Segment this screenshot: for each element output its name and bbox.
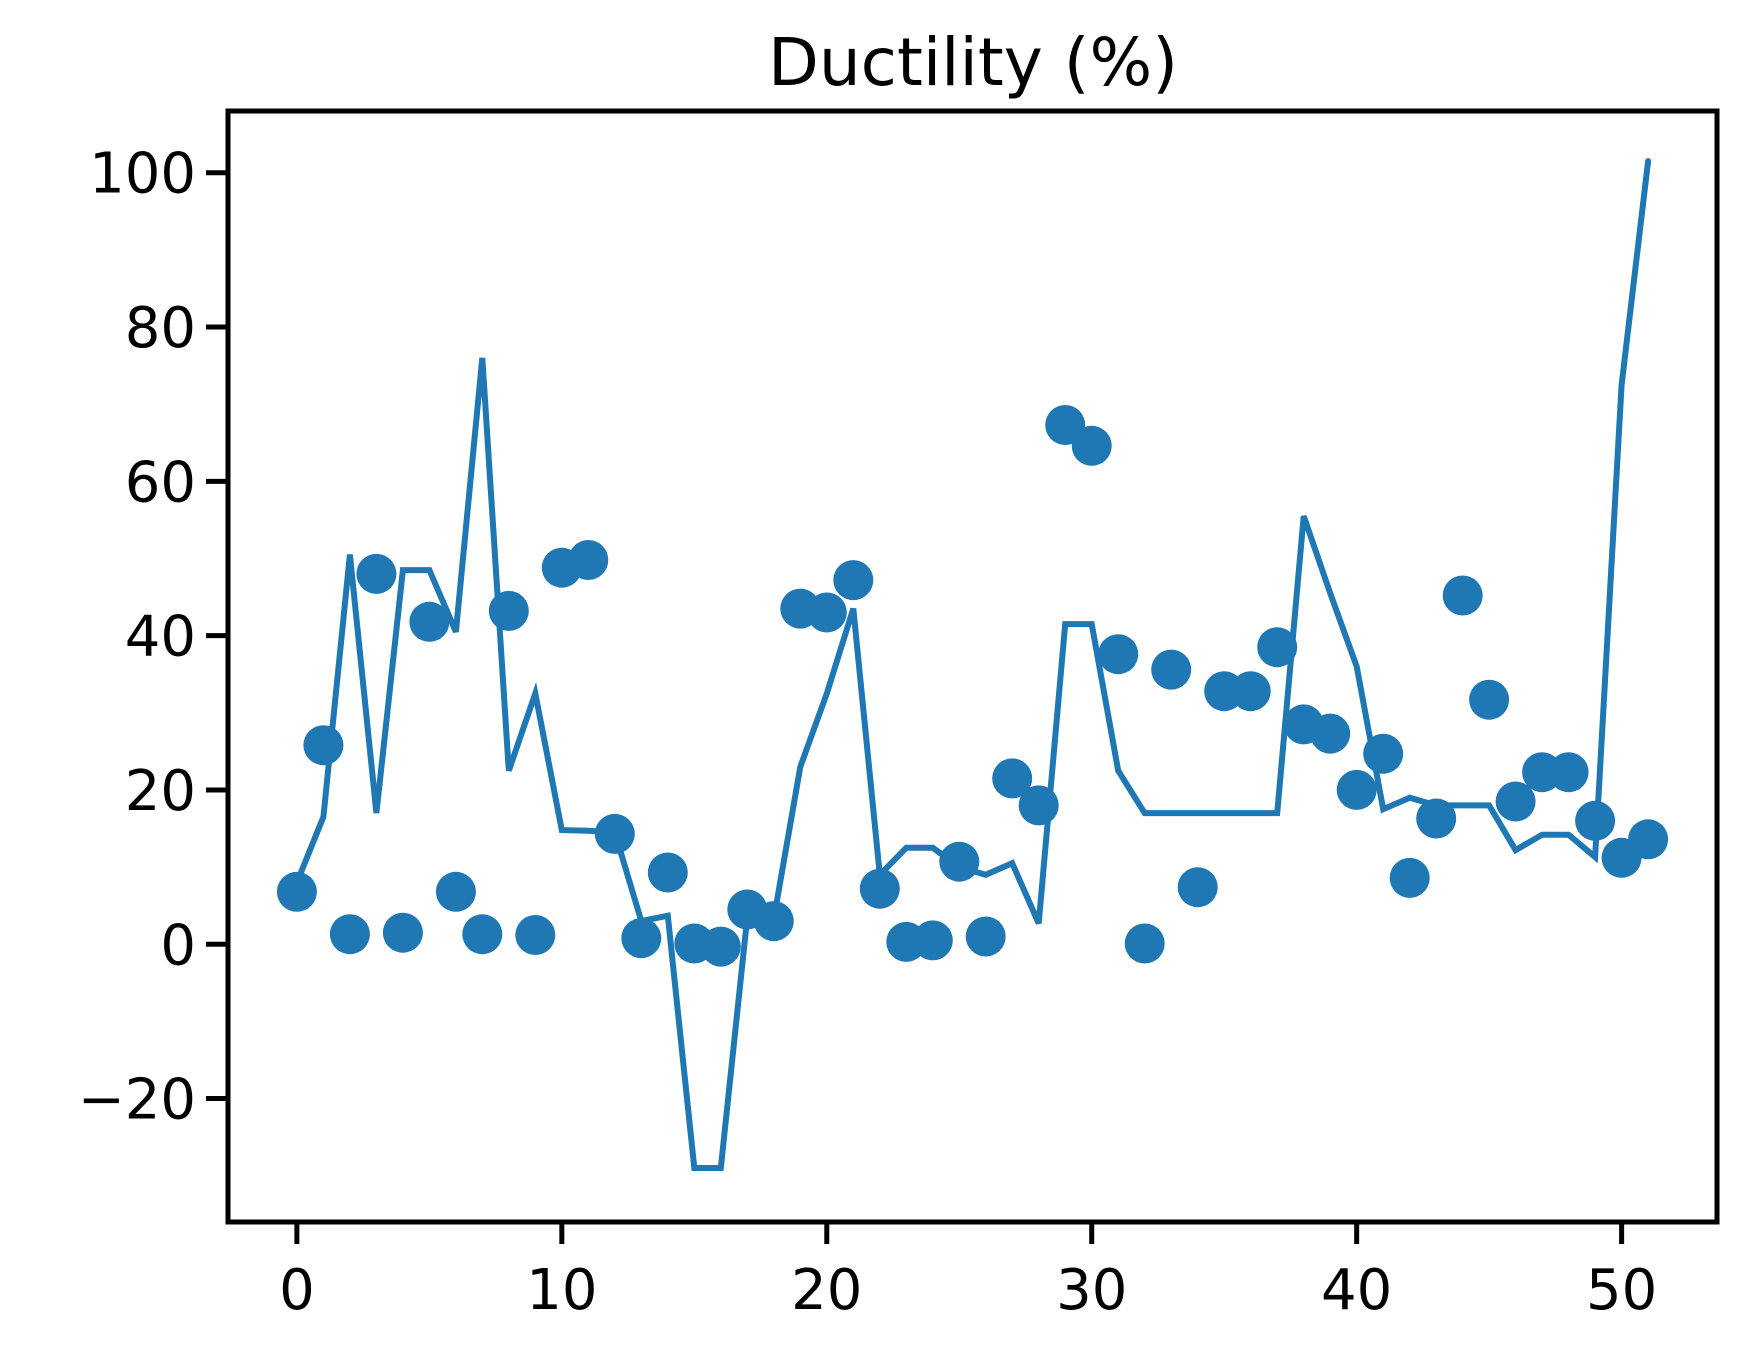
scatter-point <box>1416 798 1457 839</box>
scatter-point <box>1469 679 1510 720</box>
scatter-point <box>382 912 423 953</box>
scatter-point <box>303 725 344 766</box>
scatter-point <box>435 871 476 912</box>
scatter-point <box>356 553 397 594</box>
scatter-point <box>329 914 370 955</box>
y-tick-label: 40 <box>125 605 196 670</box>
x-tick-label: 10 <box>526 1258 597 1323</box>
x-tick-label: 50 <box>1586 1258 1657 1323</box>
y-tick-label: 0 <box>160 913 196 978</box>
scatter-point <box>859 868 900 909</box>
y-tick-label: 80 <box>125 296 196 361</box>
plot-frame <box>225 108 1720 1225</box>
scatter-point <box>1548 752 1589 793</box>
scatter-point <box>912 920 953 961</box>
scatter-point <box>700 926 741 967</box>
scatter-point <box>833 560 874 601</box>
scatter-point <box>1442 575 1483 616</box>
x-tick-label: 20 <box>791 1258 862 1323</box>
scatter-point <box>488 590 529 631</box>
chart-title: Ductility (%) <box>768 24 1178 101</box>
y-tick-label: 20 <box>125 759 196 824</box>
scatter-point <box>1257 627 1298 668</box>
scatter-point <box>1336 769 1377 810</box>
x-tick-label: 0 <box>279 1258 315 1323</box>
scatter-point <box>1310 713 1351 754</box>
scatter-point <box>1071 425 1112 466</box>
scatter-point <box>1230 671 1271 712</box>
scatter-point <box>992 758 1033 799</box>
plot-area <box>276 158 1669 1171</box>
scatter-point <box>753 901 794 942</box>
scatter-point <box>515 915 556 955</box>
scatter-point <box>1575 800 1616 841</box>
scatter-point <box>965 916 1006 957</box>
scatter-point <box>647 852 688 893</box>
scatter-point <box>1018 785 1059 826</box>
axes: 0 10 20 30 40 50 −20 0 20 40 60 80 100 <box>78 142 1657 1323</box>
scatter-point <box>1628 819 1669 860</box>
scatter-point <box>1495 781 1536 822</box>
series-line <box>293 158 1652 1171</box>
scatter-point <box>276 871 317 912</box>
scatter-point <box>1098 634 1139 675</box>
scatter-point <box>1363 733 1404 774</box>
scatter-point <box>1177 867 1218 908</box>
scatter-point <box>462 914 503 955</box>
y-tick-label: 60 <box>125 450 196 515</box>
scatter-point <box>568 540 609 580</box>
scatter-point <box>939 841 980 882</box>
x-tick-label: 30 <box>1056 1258 1127 1323</box>
y-tick-label: 100 <box>89 142 196 207</box>
scatter-point <box>1151 649 1192 690</box>
scatter-point <box>1124 923 1165 964</box>
y-tick-label: −20 <box>78 1068 196 1133</box>
scatter-point <box>409 601 450 642</box>
scatter-point <box>806 592 847 633</box>
scatter-point <box>594 813 635 854</box>
scatter-point <box>1389 857 1430 898</box>
scatter-point <box>621 918 662 959</box>
x-tick-label: 40 <box>1321 1258 1392 1323</box>
